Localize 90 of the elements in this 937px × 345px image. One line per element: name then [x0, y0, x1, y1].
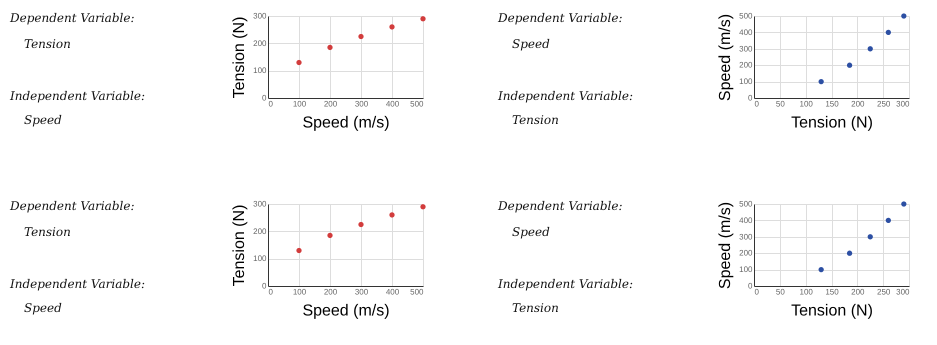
x-tick-label: 200	[324, 288, 338, 296]
x-tick-label: 100	[799, 100, 814, 108]
point	[296, 60, 302, 66]
x-tick-label: 300	[354, 100, 369, 108]
point	[886, 30, 891, 36]
x-tick-label: 150	[825, 100, 840, 108]
y-tick-label: 300	[739, 44, 754, 54]
x-tick-label: 0	[754, 100, 760, 108]
text: Speed	[512, 225, 550, 239]
x-tick-label: 0	[268, 288, 274, 296]
point	[358, 34, 364, 40]
y-tick-label: 300	[253, 200, 268, 208]
x-tick-label: 500	[410, 100, 424, 108]
y-tick-label: 100	[739, 265, 754, 274]
point	[886, 218, 891, 224]
text: Independent Variable:	[9, 89, 146, 103]
x-tick-label: 100	[292, 288, 307, 296]
text: Dependent Variable:	[9, 11, 134, 25]
point	[901, 201, 906, 207]
x-tick-label: 300	[896, 100, 910, 108]
x-tick-label: 150	[825, 288, 840, 296]
text: Speed	[24, 301, 62, 315]
x-tick-label: 0	[754, 288, 760, 296]
y-axis-title: Speed (m/s)	[717, 202, 734, 290]
y-tick-label: 400	[739, 28, 754, 37]
x-tick-label: 500	[410, 288, 424, 296]
text: Speed	[512, 37, 550, 51]
text: Independent Variable:	[497, 89, 634, 103]
text: Tension	[512, 113, 559, 127]
x-axis-title: Tension (N)	[791, 302, 873, 320]
x-tick-label: 200	[324, 100, 338, 108]
text: Tension	[24, 225, 71, 239]
y-tick-label: 500	[739, 200, 754, 208]
point	[818, 266, 824, 272]
x-tick-label: 250	[876, 100, 891, 108]
point	[389, 212, 395, 218]
y-axis-title: Tension (N)	[231, 204, 248, 286]
point	[846, 62, 852, 68]
y-tick-label: 300	[253, 12, 268, 20]
y-tick-label: 0	[262, 94, 268, 102]
x-axis-title: Tension (N)	[791, 114, 873, 132]
y-tick-label: 0	[748, 94, 754, 102]
y-tick-label: 200	[739, 248, 754, 258]
x-tick-label: 200	[851, 288, 866, 296]
x-axis-title: Speed (m/s)	[302, 114, 390, 132]
point	[420, 204, 426, 210]
text: Dependent Variable:	[497, 199, 622, 213]
y-tick-label: 300	[739, 232, 754, 242]
text: Tension	[24, 37, 71, 51]
point	[846, 250, 852, 256]
y-tick-label: 100	[253, 254, 268, 264]
point	[868, 46, 873, 52]
y-tick-label: 400	[739, 216, 754, 225]
point	[818, 78, 824, 84]
y-tick-label: 500	[739, 12, 754, 20]
point	[420, 16, 426, 22]
x-tick-label: 100	[292, 100, 307, 108]
point	[327, 44, 333, 50]
point	[901, 13, 906, 19]
text: Tension	[512, 301, 559, 315]
x-tick-label: 250	[876, 288, 891, 296]
text: Dependent Variable:	[497, 11, 622, 25]
text: Independent Variable:	[9, 277, 146, 291]
x-tick-label: 400	[386, 288, 400, 296]
point	[868, 234, 873, 240]
x-tick-label: 50	[776, 100, 786, 108]
x-tick-label: 400	[386, 100, 400, 108]
y-tick-label: 200	[253, 226, 268, 236]
y-tick-label: 100	[739, 77, 754, 86]
y-tick-label: 100	[253, 66, 268, 76]
text: Speed	[24, 113, 62, 127]
x-axis-title: Speed (m/s)	[302, 302, 390, 320]
y-axis-title: Speed (m/s)	[717, 14, 734, 102]
point	[327, 232, 333, 238]
y-tick-label: 0	[748, 282, 754, 290]
x-tick-label: 50	[776, 288, 786, 296]
point	[296, 248, 302, 254]
point	[358, 222, 364, 228]
y-tick-label: 0	[262, 282, 268, 290]
point	[389, 24, 395, 30]
x-tick-label: 100	[799, 288, 814, 296]
text: Dependent Variable:	[9, 199, 134, 213]
x-tick-label: 300	[896, 288, 910, 296]
x-tick-label: 0	[268, 100, 274, 108]
text: Independent Variable:	[497, 277, 634, 291]
x-tick-label: 300	[354, 288, 369, 296]
y-tick-label: 200	[739, 60, 754, 70]
y-tick-label: 200	[253, 38, 268, 48]
y-axis-title: Tension (N)	[231, 16, 248, 98]
x-tick-label: 200	[851, 100, 866, 108]
